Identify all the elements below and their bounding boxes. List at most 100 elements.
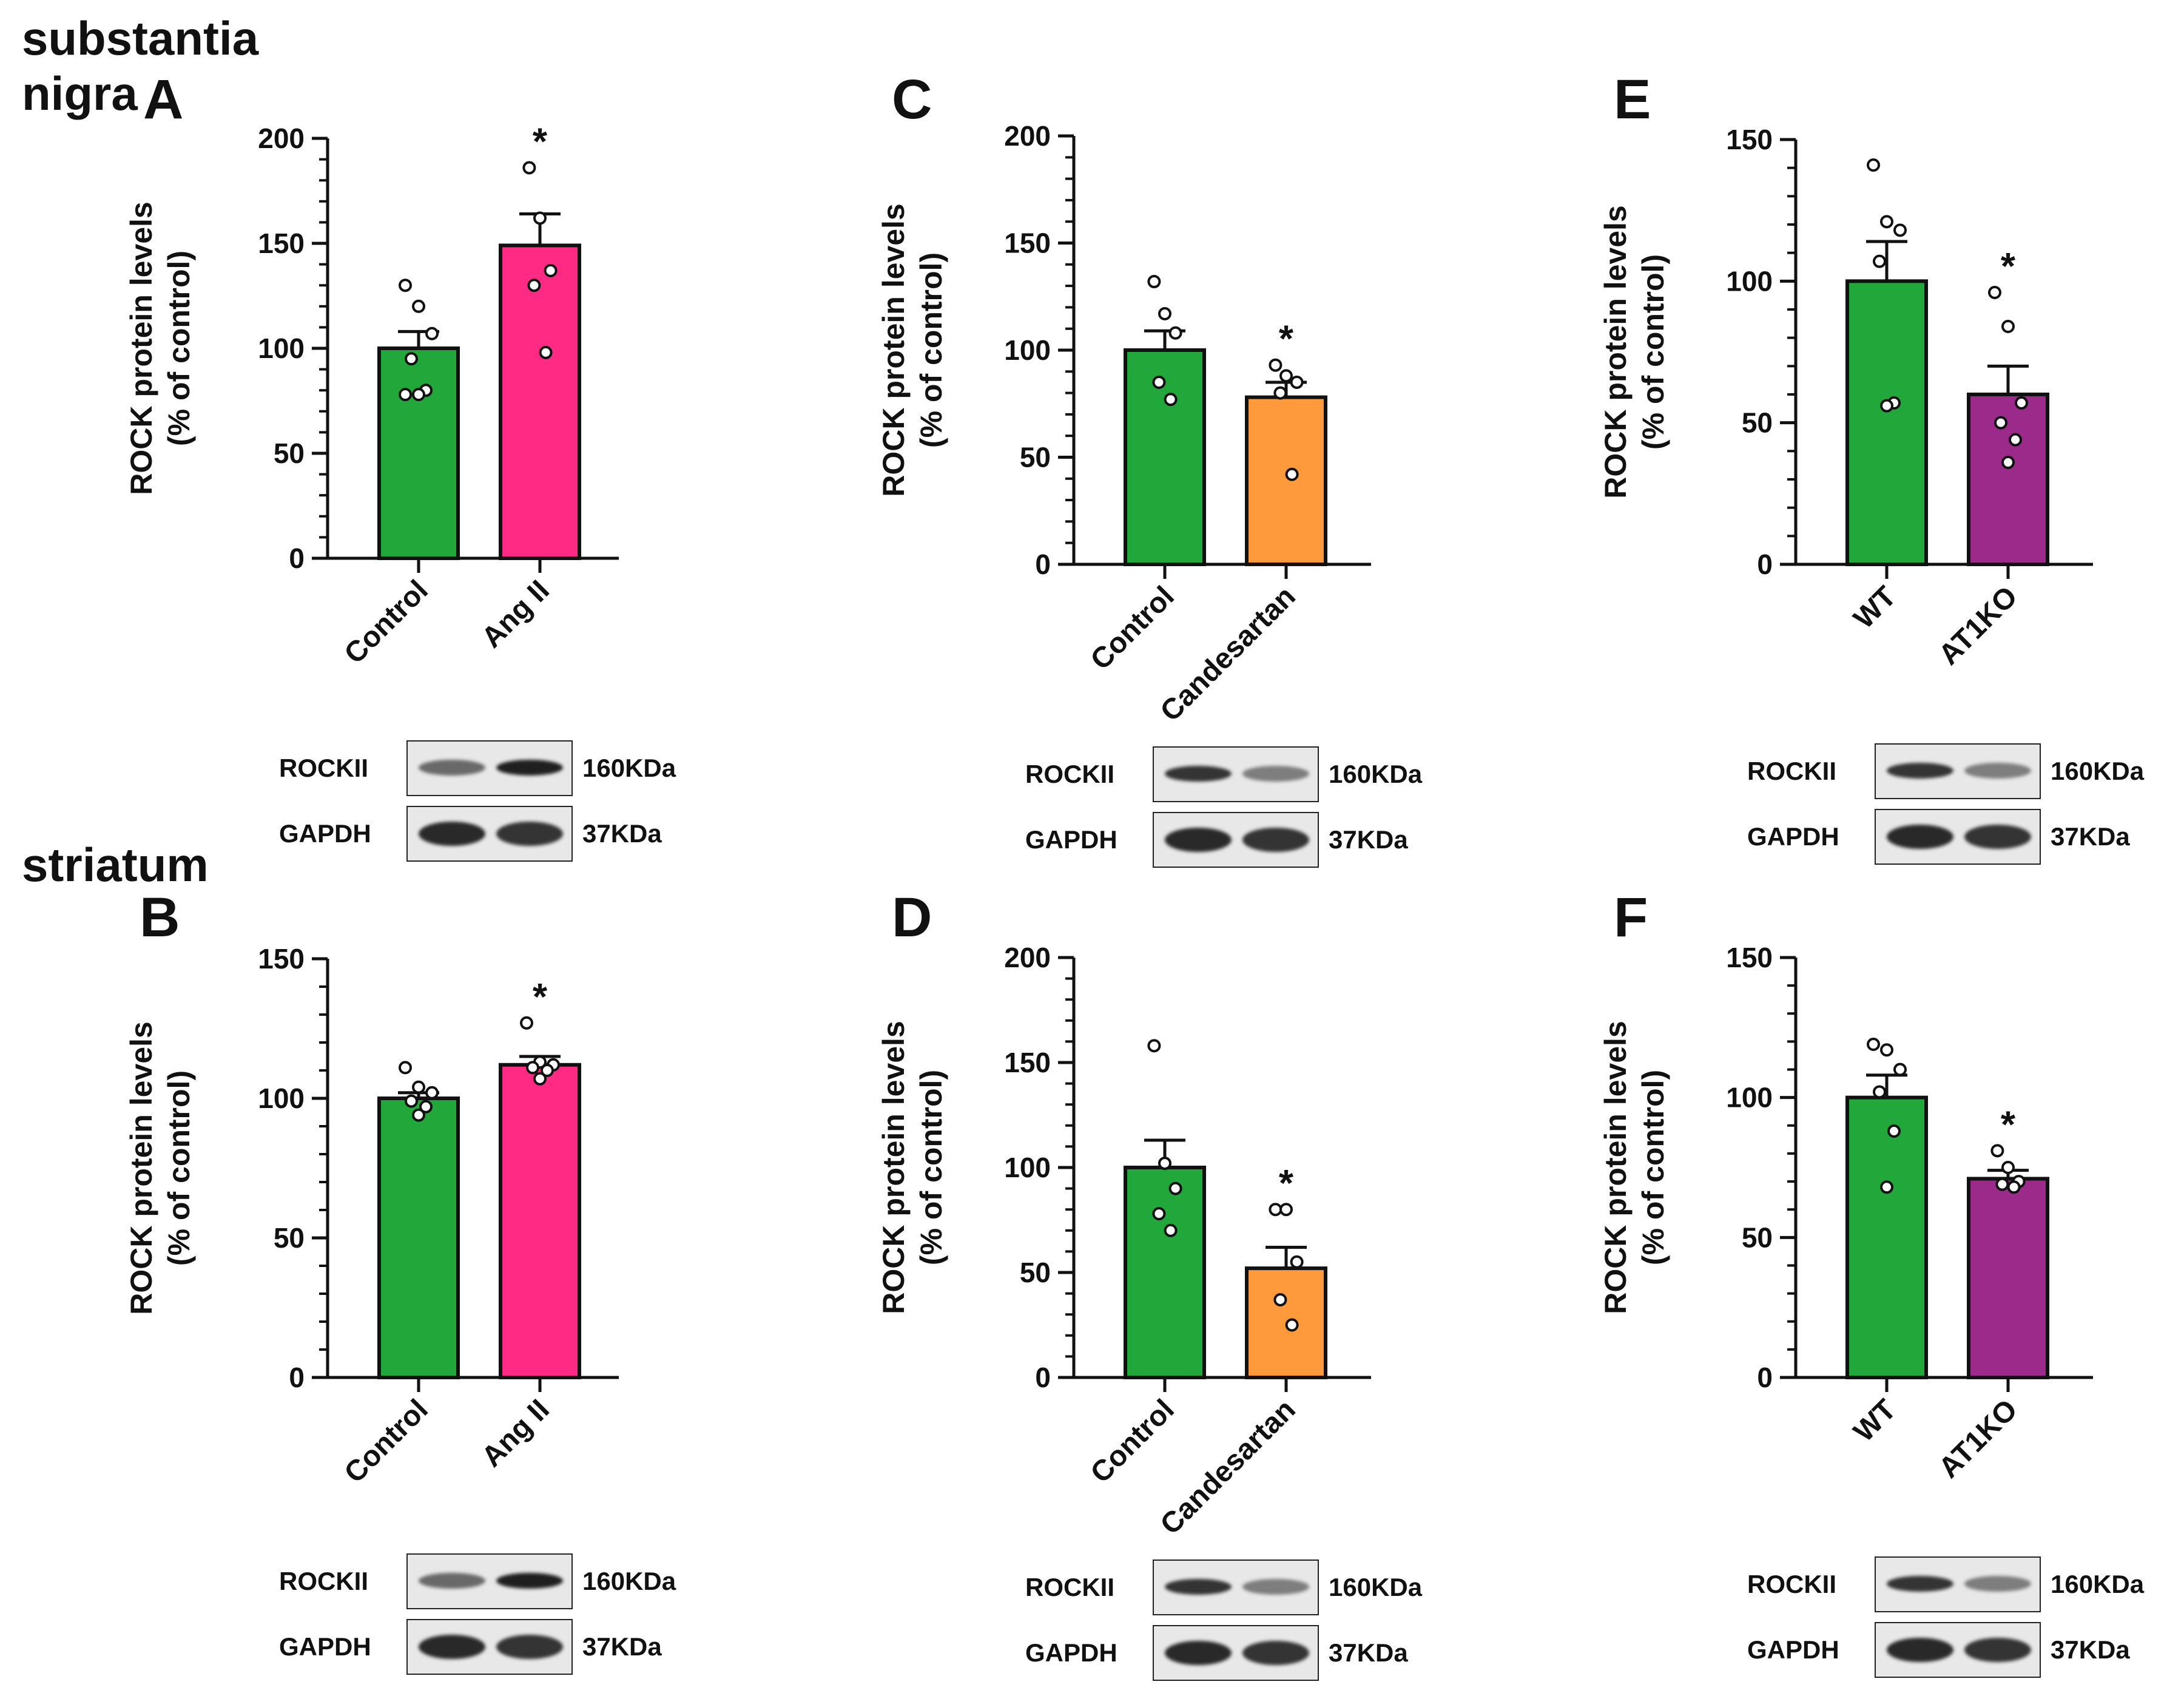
data-point	[1147, 275, 1161, 289]
x-tick-label: Control	[339, 1393, 434, 1489]
blot-row-label: GAPDH	[1747, 1635, 1839, 1664]
data-point	[2001, 1161, 2015, 1174]
y-axis-label-line1: ROCK protein levels	[1599, 205, 1633, 498]
y-axis-label-line2: (% of control)	[914, 252, 948, 448]
blot-size-label: 160KDa	[582, 1567, 676, 1595]
data-point	[1290, 375, 1304, 389]
panel-letter: D	[892, 887, 932, 948]
blot-band	[1165, 1641, 1232, 1665]
data-point	[539, 345, 553, 359]
data-point	[1994, 416, 2007, 430]
blot-band	[1242, 766, 1309, 782]
western-blot: ROCKII 160KDa GAPDH 37KDa	[1025, 1560, 1486, 1693]
bar-candesartan	[1245, 395, 1327, 566]
y-tick-label: 0	[289, 1362, 305, 1393]
data-point	[1880, 1180, 1893, 1194]
data-point	[1867, 158, 1880, 172]
data-point	[425, 1086, 439, 1100]
data-point	[412, 388, 425, 402]
y-tick-label: 150	[258, 943, 305, 975]
x-tick-label: AT1KO	[1933, 1393, 2024, 1484]
blot-row-label: ROCKII	[279, 754, 368, 782]
x-tick-label: Control	[339, 574, 434, 670]
data-point	[399, 388, 412, 402]
blot-row-label: GAPDH	[1747, 822, 1839, 851]
blot-band	[1887, 1576, 1953, 1592]
bar-chart-panel-b: ROCK protein levels (% of control) 0 50 100 1…	[124, 943, 619, 1489]
y-tick-label: 100	[1726, 265, 1773, 297]
y-tick-label: 50	[1020, 442, 1051, 473]
data-point	[1168, 1181, 1182, 1195]
blot-row-label: GAPDH	[279, 1632, 371, 1661]
data-point	[2015, 396, 2028, 410]
blot-band-rockii	[406, 740, 573, 796]
x-tick-label: WT	[1848, 580, 1903, 635]
western-blot: ROCKII 160KDa GAPDH 37KDa	[279, 740, 740, 874]
blot-band-gapdh	[1153, 1625, 1319, 1681]
x-tick-label: Ang II	[476, 1393, 556, 1473]
data-point	[520, 1016, 533, 1030]
data-point	[522, 161, 536, 175]
blot-size-label: 37KDa	[1329, 1638, 1408, 1667]
western-blot: ROCKII 160KDa GAPDH 37KDa	[1747, 743, 2184, 877]
blot-band	[1165, 1579, 1232, 1595]
data-point	[1880, 1043, 1893, 1057]
y-tick-label: 150	[258, 228, 305, 259]
blot-row-label: ROCKII	[1025, 760, 1114, 788]
data-point	[2007, 1180, 2021, 1194]
data-point	[1279, 369, 1293, 383]
blot-band	[419, 1635, 485, 1659]
significance-marker: *	[533, 976, 548, 1018]
blot-band	[1242, 1641, 1309, 1665]
bar-control	[377, 1097, 460, 1379]
y-axis-label: ROCK protein levels (% of control)	[1599, 205, 1670, 498]
y-tick-label: 150	[1004, 1047, 1051, 1078]
data-point	[1990, 1144, 2004, 1158]
bar-chart-panel-f: ROCK protein levels (% of control) 0 50 100 1…	[1599, 942, 2093, 1484]
data-point	[1290, 1255, 1304, 1269]
blot-band	[496, 1573, 563, 1589]
data-point	[405, 1094, 418, 1108]
blot-row-label: ROCKII	[279, 1567, 368, 1595]
y-tick-label: 150	[1726, 124, 1773, 155]
blot-size-label: 37KDa	[2051, 1635, 2130, 1664]
y-axis-label-line1: ROCK protein levels	[124, 201, 158, 495]
y-axis-label-line1: ROCK protein levels	[877, 203, 911, 496]
blot-band	[419, 760, 485, 776]
blot-band	[1887, 763, 1953, 779]
blot-row-label: GAPDH	[1025, 1638, 1117, 1667]
x-tick-label: Control	[1085, 580, 1181, 676]
panel-letter: C	[892, 69, 932, 130]
data-point	[1279, 1203, 1293, 1217]
y-tick-label: 150	[1004, 228, 1051, 259]
y-tick-label: 200	[1004, 942, 1051, 973]
data-point	[1988, 286, 2001, 299]
y-tick-label: 50	[1742, 407, 1773, 439]
bar-chart-panel-e: ROCK protein levels (% of control) 0 50 100 1…	[1599, 124, 2093, 671]
data-point	[533, 211, 547, 225]
blot-size-label: 160KDa	[1329, 760, 1423, 788]
data-point	[533, 1072, 547, 1086]
bar-ang-ii	[499, 243, 581, 560]
data-point	[1880, 215, 1893, 229]
y-tick-label: 0	[1757, 549, 1773, 580]
data-point	[412, 299, 425, 313]
bar-wt	[1845, 279, 1928, 566]
bar-at1ko	[1967, 393, 2049, 566]
data-point	[1285, 1318, 1299, 1332]
significance-marker: *	[1279, 319, 1294, 360]
y-axis-label: ROCK protein levels (% of control)	[877, 1021, 948, 1314]
blot-band-gapdh	[1153, 812, 1319, 868]
data-point	[1152, 1207, 1166, 1221]
bar-control	[377, 346, 460, 560]
data-point	[1269, 1203, 1282, 1217]
data-point	[1285, 467, 1299, 481]
blot-band	[1165, 766, 1232, 782]
blot-size-label: 160KDa	[1329, 1573, 1423, 1601]
y-tick-label: 0	[1035, 549, 1051, 580]
blot-band	[1964, 763, 2031, 779]
blot-band-gapdh	[1875, 809, 2041, 865]
data-point	[1873, 254, 1886, 268]
data-point	[1168, 326, 1182, 340]
y-axis-label: ROCK protein levels (% of control)	[877, 203, 948, 496]
